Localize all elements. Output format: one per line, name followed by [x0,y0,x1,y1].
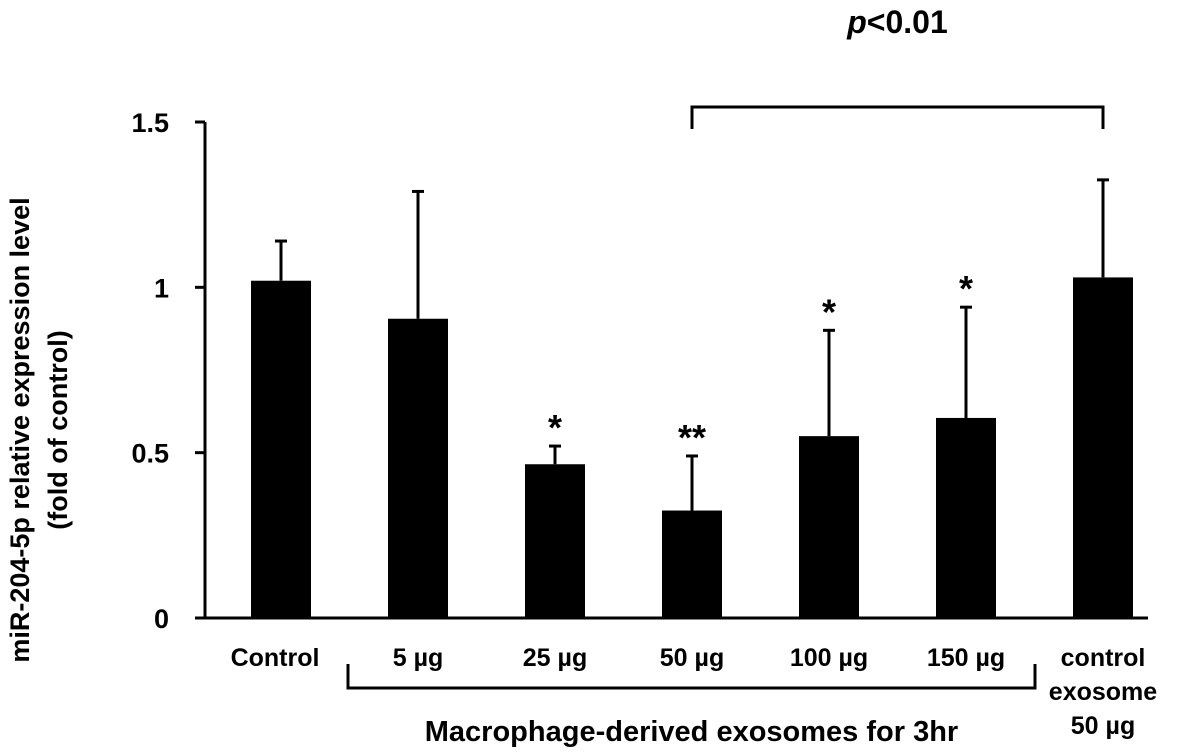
y-tick-label: 1 [154,273,169,303]
y-axis-title-line2: (fold of control) [43,330,73,529]
bar [662,510,722,618]
x-tick-label-line: control [1061,644,1146,672]
bar [388,318,448,618]
bars [251,178,1133,618]
x-axis-labels: Control 5 µg 25 µg 50 µg 100 µg 150 µg control… [231,644,1158,740]
x-tick-label-line: exosome [1049,678,1157,706]
x-tick-label: 150 µg [927,644,1005,672]
x-tick-label-line: 5 µg [393,644,444,672]
x-tick-label-line: 50 µg [1071,712,1135,740]
x-tick-label: 25 µg [523,644,587,672]
significance-marker: * [959,268,973,309]
y-axis-title: miR-204-5p relative expression level (fo… [5,197,73,662]
y-axis-ticks: 0 0.5 1 1.5 [131,108,205,634]
p-value-symbol: p [846,4,867,40]
group-bracket [346,664,1037,690]
y-tick-label: 0 [154,604,169,634]
x-tick-label-line: 25 µg [523,644,587,672]
y-tick-label: 1.5 [131,108,169,138]
significance-marker: * [822,291,836,332]
x-tick-label-line: 100 µg [790,644,868,672]
bar [799,436,859,618]
p-value-threshold: <0.01 [867,4,948,40]
x-tick-label-line: 50 µg [660,644,724,672]
x-tick-label: Control [231,644,320,672]
significance-marker: ** [678,417,706,458]
annotations: * ****Macrophage-derived exosomes for 3hr… [346,4,1105,748]
bar [1073,277,1133,618]
p-value-label: p<0.01 [846,4,948,40]
significance-marker: * [548,407,562,448]
x-tick-label-line: Control [231,644,320,672]
y-tick-label: 0.5 [131,439,169,469]
group-label: Macrophage-derived exosomes for 3hr [425,716,958,748]
y-axis-title-line1: miR-204-5p relative expression level [5,197,35,662]
bar [525,464,585,618]
bar [251,280,311,618]
x-tick-label-line: 150 µg [927,644,1005,672]
x-tick-label: 50 µg [660,644,724,672]
x-tick-label: control exosome 50 µg [1049,644,1157,740]
comparison-bracket [690,105,1105,129]
x-tick-label: 100 µg [790,644,868,672]
x-tick-label: 5 µg [393,644,444,672]
bar [936,417,996,618]
